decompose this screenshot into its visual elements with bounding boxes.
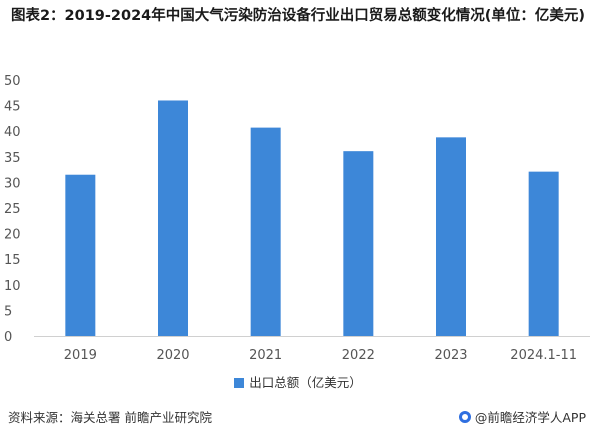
y-tick-label: 20 [4, 228, 21, 243]
x-tick-label: 2020 [156, 348, 189, 363]
y-tick-label: 10 [4, 279, 21, 294]
bar-chart: 0 5 10 15 20 25 30 35 40 45 50 2019 2020 2021 2022 2023… [4, 74, 590, 363]
brand-credit: @前瞻经济学人APP [458, 407, 586, 426]
bar [528, 171, 559, 336]
y-tick-label: 45 [4, 100, 21, 115]
chart-legend: 出口总额（亿美元） [0, 372, 596, 391]
y-tick-label: 0 [4, 330, 12, 345]
bar [158, 100, 188, 336]
y-tick-label: 30 [4, 176, 21, 191]
x-tick-label: 2021 [249, 348, 282, 363]
x-tick-label: 2019 [64, 348, 97, 363]
bar [436, 137, 466, 336]
legend-swatch [234, 378, 245, 388]
legend-label: 出口总额（亿美元） [249, 375, 362, 390]
bar [250, 127, 281, 336]
y-tick-label: 5 [4, 304, 12, 319]
y-tick-label: 50 [4, 74, 21, 89]
x-tick-label: 2023 [434, 348, 467, 363]
x-tick-label: 2022 [342, 348, 375, 363]
y-tick-label: 15 [4, 253, 21, 268]
footer: 资料来源：海关总署 前瞻产业研究院 @前瞻经济学人APP [0, 405, 596, 439]
x-tick-label: 2024.1-11 [510, 348, 577, 363]
y-tick-label: 25 [4, 202, 21, 217]
chart-title: 图表2：2019-2024年中国大气污染防治设备行业出口贸易总额变化情况(单位：… [10, 8, 586, 24]
source-note: 资料来源：海关总署 前瞻产业研究院 [8, 410, 212, 425]
bar [65, 174, 96, 336]
y-tick-label: 35 [4, 151, 21, 166]
bar [343, 151, 374, 336]
brand-logo-icon [458, 411, 471, 423]
y-tick-label: 40 [4, 125, 21, 140]
brand-label: @前瞻经济学人APP [474, 410, 586, 425]
